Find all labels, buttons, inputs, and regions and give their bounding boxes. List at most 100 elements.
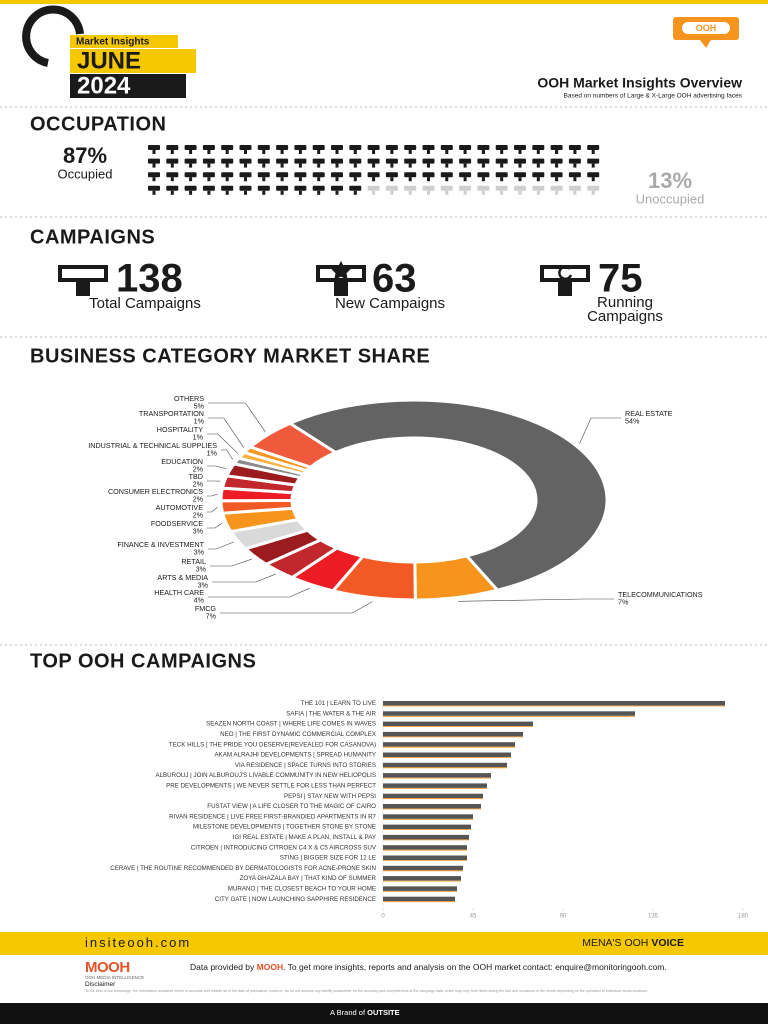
icon-post	[244, 190, 247, 195]
icon-board	[148, 145, 160, 150]
icon-board	[367, 172, 380, 178]
icon-post	[225, 190, 229, 195]
billboard-icon	[276, 145, 289, 154]
leader-line	[208, 541, 234, 550]
icon-board	[221, 145, 234, 150]
billboard-icon	[331, 145, 343, 154]
icon-board	[495, 158, 508, 164]
billboard-icon	[312, 172, 325, 182]
icon-post	[408, 163, 412, 168]
icon-board	[184, 158, 197, 164]
icon-board	[221, 172, 234, 178]
icon-post	[427, 177, 430, 182]
billboard-icon	[440, 185, 453, 195]
billboard-icon	[422, 158, 435, 168]
billboard-icon	[294, 185, 307, 195]
icon-board	[514, 185, 526, 191]
billboard-icon	[568, 145, 581, 154]
icon-board	[495, 172, 508, 178]
billboard-icon	[587, 145, 600, 154]
bar	[383, 731, 523, 737]
icon-post	[481, 177, 485, 182]
billboard-icon	[312, 185, 325, 195]
bar	[383, 711, 635, 716]
category-label: ALBUROUJ | JOIN ALBUROUJ'S LIVABLE COMMU…	[155, 772, 376, 779]
icon-board	[276, 185, 289, 191]
occupied-label: Occupied	[58, 166, 113, 181]
billboard-icon	[334, 278, 348, 296]
icon-post	[170, 190, 174, 195]
icon-board	[422, 145, 435, 150]
icon-board	[477, 145, 490, 150]
icon-board	[276, 158, 289, 164]
billboard-icon	[202, 158, 215, 168]
occupancy-icons	[148, 145, 600, 195]
billboard-icon	[568, 185, 581, 195]
icon-board	[202, 145, 215, 150]
bar	[383, 783, 487, 788]
category-label: CITROEN | INTRODUCING CITROEN C4 X & C5 …	[191, 844, 377, 851]
icon-board	[514, 145, 526, 150]
icon-post	[573, 177, 577, 182]
category-label: RETAIL	[181, 557, 206, 566]
billboard-icon	[148, 145, 160, 154]
icon-post	[481, 190, 485, 195]
icon-board	[367, 185, 380, 191]
icon-board	[385, 158, 398, 164]
icon-post	[390, 190, 394, 195]
campaign-label: Running Campaigns	[587, 294, 663, 325]
section-title: BUSINESS CATEGORY MARKET SHARE	[30, 345, 430, 367]
icon-board	[331, 172, 343, 178]
icon-post	[463, 190, 467, 195]
billboard-icon	[276, 158, 289, 168]
campaign-label: Total Campaigns	[89, 295, 201, 312]
icon-board	[550, 185, 563, 191]
icon-board	[349, 185, 362, 191]
billboard-icon	[202, 145, 215, 154]
category-label: RIVAN RESIDENCE | LIVE FREE FIRST-BRANDI…	[169, 813, 376, 820]
icon-board	[532, 185, 545, 191]
icon-post	[335, 190, 339, 195]
brand-of: A Brand of OUTSITE	[330, 1008, 400, 1017]
leader-line	[207, 493, 218, 497]
icon-board	[331, 145, 343, 150]
category-label: ZOYA GHAZALA BAY | THAT KIND OF SUMMER	[240, 875, 377, 882]
icon-board	[495, 145, 508, 150]
icon-board	[587, 145, 600, 150]
billboard-icon	[587, 172, 600, 182]
category-label: VIA RESIDENCE | SPACE TURNS INTO STORIES	[235, 762, 376, 769]
icon-post	[189, 177, 193, 182]
campaign-count: 138	[116, 257, 183, 301]
billboard-icon	[257, 172, 270, 182]
x-tick-label: 180	[738, 914, 749, 920]
billboard-icon	[257, 185, 270, 195]
icon-board	[202, 185, 215, 191]
icon-post	[555, 163, 559, 168]
icon-post	[390, 150, 394, 154]
bottom-band	[0, 1003, 768, 1024]
category-label: NEO | THE FIRST DYNAMIC COMMERCIAL COMPL…	[220, 731, 376, 738]
billboard-icon	[404, 172, 417, 182]
icon-post	[536, 190, 540, 195]
value-label: 1%	[207, 448, 218, 457]
icon-board	[495, 185, 508, 191]
billboard-icon	[257, 145, 270, 154]
tagline-bold: VOICE	[651, 937, 684, 949]
category-label: PRE DEVELOPMENTS | WE NEVER SETTLE FOR L…	[166, 783, 376, 790]
icon-board	[477, 158, 490, 164]
billboard-icon	[568, 172, 581, 182]
icon-board	[459, 185, 472, 191]
icon-board	[349, 145, 362, 150]
icon-post	[518, 177, 522, 182]
icon-post	[390, 177, 394, 182]
icon-board	[184, 172, 197, 178]
leader-line	[207, 465, 227, 469]
icon-board	[166, 158, 179, 164]
billboard-icon	[294, 158, 307, 168]
leader-line	[458, 598, 614, 602]
ooh-logo-text: OOH	[696, 23, 717, 33]
category-label: IGI REAL ESTATE | MAKE A PLAN, INSTALL &…	[233, 834, 376, 841]
icon-post	[427, 190, 430, 195]
billboard-icon	[349, 185, 362, 195]
